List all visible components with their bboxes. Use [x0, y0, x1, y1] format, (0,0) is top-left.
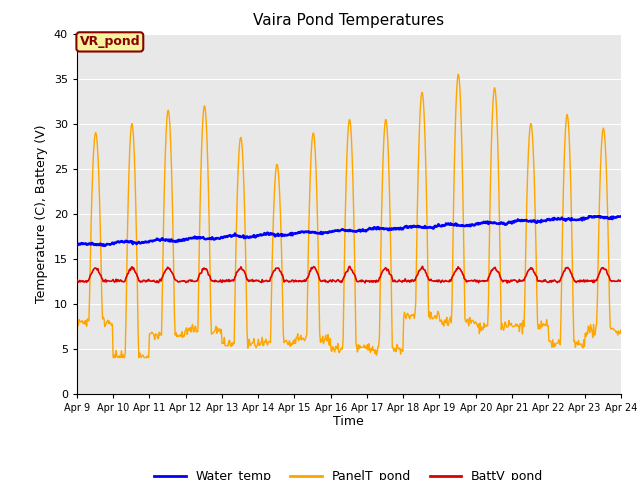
Y-axis label: Temperature (C), Battery (V): Temperature (C), Battery (V)	[35, 124, 48, 303]
Legend: Water_temp, PanelT_pond, BattV_pond: Water_temp, PanelT_pond, BattV_pond	[149, 465, 548, 480]
Text: VR_pond: VR_pond	[79, 36, 140, 48]
X-axis label: Time: Time	[333, 415, 364, 429]
Title: Vaira Pond Temperatures: Vaira Pond Temperatures	[253, 13, 444, 28]
